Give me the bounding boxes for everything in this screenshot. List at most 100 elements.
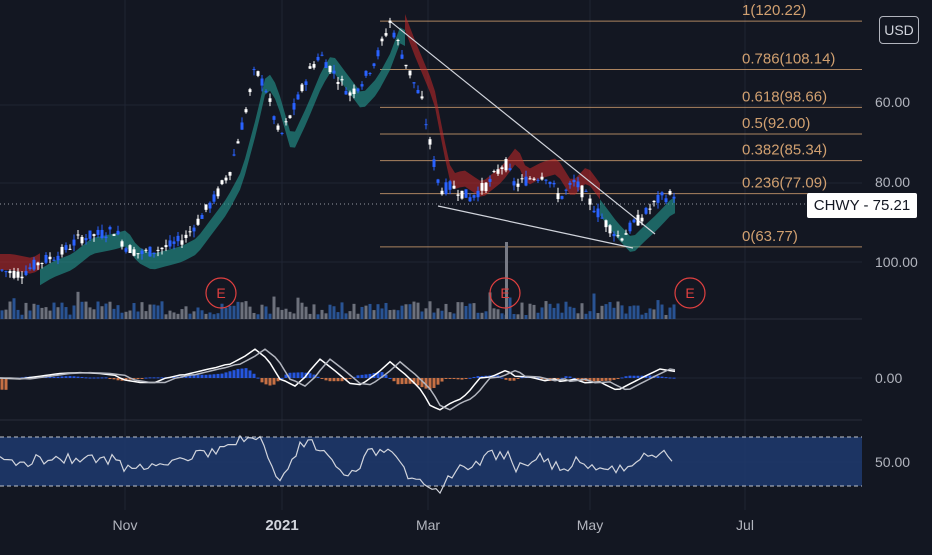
volume-bar [640,314,644,319]
ribbon-down-segment [405,14,600,200]
rsi-axis-label: 50.00 [875,454,910,470]
volume-bar [280,309,284,319]
volume-bar [228,305,232,319]
macd-histogram-bar [520,377,524,379]
macd-histogram-bar [240,368,244,378]
macd-histogram-bar [208,374,212,378]
candle-body [76,234,80,236]
volume-bar [496,309,500,319]
candle-body [4,271,8,273]
volume-bar [612,307,616,319]
macd-histogram-bar [96,377,100,379]
volume-bar [452,313,456,319]
volume-bar [88,307,92,319]
macd-histogram-bar [220,373,224,378]
macd-histogram-bar [504,378,508,380]
candle-body [436,179,440,183]
volume-bar [128,310,132,319]
volume-bar [404,304,408,319]
volume-bar [252,312,256,319]
macd-histogram-bar [400,378,404,385]
volume-bar [272,296,276,319]
volume-bar [184,306,188,319]
last-price-tag: CHWY - 75.21 [807,193,917,218]
candle-body [432,159,436,167]
candle-body [112,234,116,236]
volume-bar [552,307,556,319]
volume-bar [12,298,16,319]
macd-histogram-bar [456,378,460,380]
volume-bar [92,309,96,319]
volume-bar [376,304,380,319]
candle-body [228,172,232,176]
macd-histogram-bar [248,370,252,378]
macd-histogram-bar [224,372,228,378]
volume-bar [420,311,424,319]
earnings-marker[interactable]: E [674,277,706,309]
earnings-marker[interactable]: E [205,277,237,309]
volume-bar [296,297,300,319]
candle-body [584,190,588,192]
volume-bar [460,302,464,319]
macd-histogram-bar [360,374,364,378]
candle-body [540,176,544,180]
macd-histogram-bar [124,378,128,381]
volume-bar [536,312,540,319]
macd-histogram-bar [160,377,164,379]
volume-bar [408,304,412,319]
volume-bar [16,309,20,319]
volume-bar [532,304,536,319]
volume-bar [208,312,212,319]
falling-wedge-lines[interactable] [389,20,656,249]
currency-button[interactable]: USD [879,16,919,44]
candle-body [364,70,368,76]
macd-histogram-bar [560,377,564,379]
candle-body [640,217,644,222]
candle-body [308,66,312,69]
candle-body [524,176,528,186]
candle-body [392,32,396,38]
macd-histogram-bar [128,378,132,380]
candlestick-series[interactable] [0,17,676,285]
macd-histogram-bar [204,374,208,378]
macd-histogram-bar [380,372,384,378]
volume-bar [548,303,552,319]
macd-histogram-bar [140,378,144,379]
macd-axis-label: 0.00 [875,370,902,386]
axis-labels: 100.00 80.00 60.00 0.00 50.00 Nov 2021 Mar May Ju… [113,94,918,534]
macd-histogram-bar [48,377,52,379]
volume-bar [332,306,336,319]
volume-bar [288,311,292,319]
volume-bar [616,301,620,319]
volume-bar [76,291,80,319]
volume-bar [356,313,360,319]
volume-bar [180,309,184,319]
macd-histogram-bar [340,378,344,382]
earnings-circle [205,277,237,309]
macd-histogram-bar [368,373,372,378]
macd-histogram-bar [468,377,472,379]
earnings-marker[interactable]: E [489,277,521,309]
volume-bar [572,307,576,319]
volume-bar [396,310,400,319]
volume-bar [624,313,628,319]
candle-body [424,124,428,126]
candle-body [240,122,244,130]
candle-body [172,241,176,244]
candle-body [528,178,532,180]
candle-body [24,271,28,275]
volume-bar [448,312,452,319]
candle-body [340,79,344,81]
candle-body [400,54,404,59]
macd-histogram-bar [56,376,60,378]
macd-histogram-bar [64,376,68,378]
candle-body [56,255,60,261]
fibonacci-retracement[interactable]: 1(120.22) 0.786(108.14) 0.618(98.66) 0.5(92… [380,2,862,248]
macd-histogram-bar [640,375,644,378]
volume-bar [564,301,568,319]
macd-histogram-bar [260,378,264,383]
candle-body [268,98,272,102]
candle-body [272,116,276,120]
